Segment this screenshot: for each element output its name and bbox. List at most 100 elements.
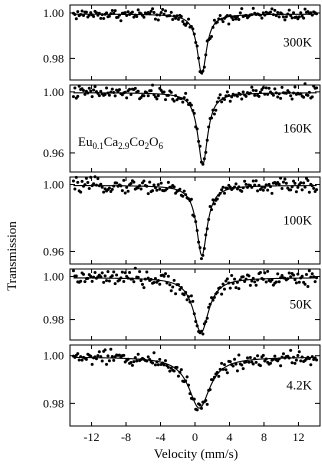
compound-element: Eu: [78, 134, 93, 149]
data-point: [172, 278, 176, 282]
data-point: [270, 191, 274, 195]
data-point: [166, 180, 170, 184]
panel-0: 1.00 0.98 300K: [43, 4, 321, 81]
data-point: [80, 179, 84, 183]
data-point: [233, 357, 237, 361]
data-point: [224, 368, 228, 372]
data-point: [133, 86, 137, 90]
data-point: [120, 270, 124, 274]
data-point: [312, 84, 316, 88]
data-point: [296, 185, 300, 189]
data-point: [126, 189, 130, 193]
data-point: [195, 408, 199, 412]
data-point: [297, 280, 301, 284]
data-point: [228, 99, 232, 103]
data-point: [100, 271, 104, 275]
data-point: [247, 360, 251, 364]
data-point: [110, 87, 114, 91]
data-point: [269, 361, 273, 365]
temperature-label: 50K: [290, 297, 313, 312]
data-point: [172, 369, 176, 373]
data-point: [281, 352, 285, 356]
data-point: [267, 182, 271, 186]
data-point: [110, 274, 114, 278]
data-point: [276, 11, 280, 15]
data-point: [279, 364, 283, 368]
data-point: [146, 94, 150, 98]
data-point: [100, 359, 104, 363]
data-point: [80, 9, 84, 13]
data-point: [164, 272, 168, 276]
data-point: [215, 197, 219, 201]
data-point: [225, 277, 229, 281]
data-point: [212, 202, 216, 206]
data-point: [123, 271, 127, 275]
data-point: [292, 179, 296, 183]
data-point: [90, 95, 94, 99]
data-point: [222, 363, 226, 367]
data-point: [306, 178, 310, 182]
data-point: [152, 10, 156, 14]
data-point: [244, 94, 248, 98]
x-axis: -12 -8 -4 0 4 8 12: [84, 430, 305, 444]
data-point: [92, 182, 96, 186]
data-point: [136, 89, 140, 93]
data-points: [71, 6, 319, 75]
data-point: [128, 87, 132, 91]
data-point: [133, 356, 137, 360]
data-point: [296, 353, 300, 357]
data-point: [228, 360, 232, 364]
data-point: [136, 352, 140, 356]
data-point: [303, 185, 307, 189]
data-point: [277, 280, 281, 284]
data-point: [269, 10, 273, 14]
data-point: [199, 257, 203, 261]
data-point: [300, 274, 304, 278]
data-point: [122, 178, 126, 182]
data-point: [92, 15, 96, 19]
data-point: [260, 16, 264, 20]
data-point: [189, 294, 193, 298]
data-point: [110, 187, 114, 191]
data-point: [205, 402, 209, 406]
data-point: [84, 176, 88, 180]
data-point: [71, 179, 75, 183]
data-point: [257, 94, 261, 98]
data-point: [306, 93, 310, 97]
data-point: [281, 180, 285, 184]
data-point: [83, 280, 87, 284]
data-point: [129, 182, 133, 186]
fit-line: [73, 92, 317, 165]
compound-subscript: 6: [158, 141, 163, 151]
data-point: [251, 362, 255, 366]
data-point: [224, 279, 228, 283]
data-point: [266, 188, 270, 192]
data-point: [253, 93, 257, 97]
data-point: [297, 350, 301, 354]
data-point: [77, 358, 81, 362]
data-point: [225, 90, 229, 94]
data-point: [142, 15, 146, 19]
data-point: [164, 98, 168, 102]
data-point: [264, 280, 268, 284]
data-point: [169, 90, 173, 94]
data-point: [103, 274, 107, 278]
data-point: [77, 84, 81, 88]
data-point: [182, 293, 186, 297]
data-point: [248, 283, 252, 287]
data-point: [279, 176, 283, 180]
data-point: [277, 182, 281, 186]
data-point: [302, 95, 306, 99]
data-point: [122, 353, 126, 357]
data-point: [185, 375, 189, 379]
data-point: [299, 11, 303, 15]
data-point: [123, 191, 127, 195]
data-point: [136, 275, 140, 279]
data-point: [168, 369, 172, 373]
data-point: [271, 93, 275, 97]
data-point: [97, 350, 101, 354]
data-point: [294, 281, 298, 285]
data-point: [107, 359, 111, 363]
data-point: [169, 10, 173, 14]
data-point: [99, 182, 103, 186]
